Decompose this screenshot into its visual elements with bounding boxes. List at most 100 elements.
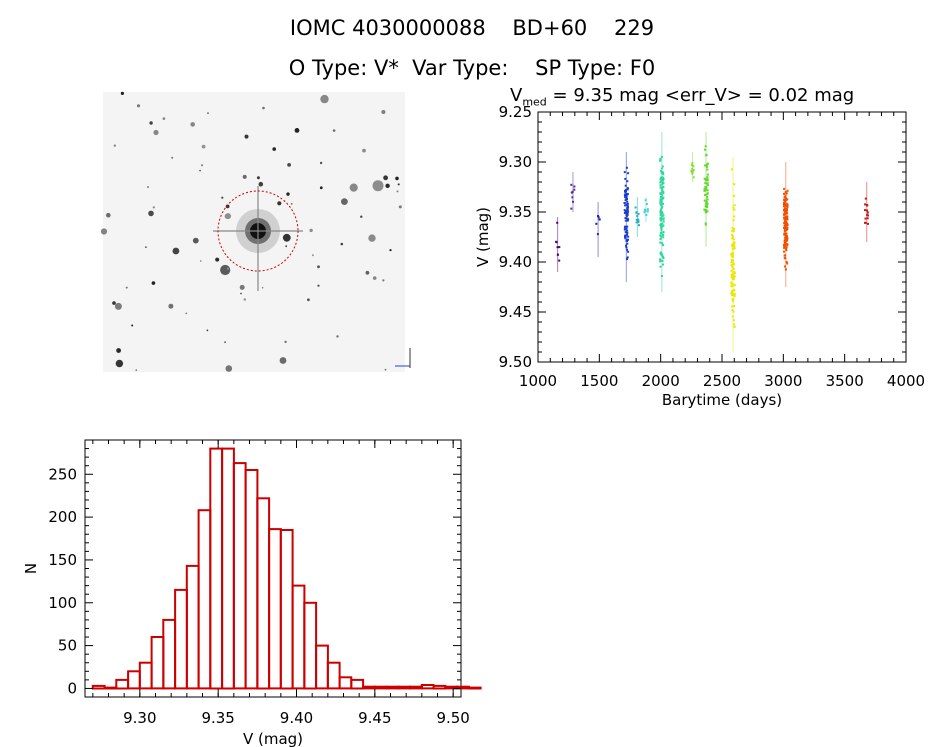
lc-data-point bbox=[662, 178, 665, 181]
lc-data-point bbox=[704, 194, 707, 196]
lc-data-point bbox=[732, 277, 735, 280]
star bbox=[372, 180, 384, 192]
lc-data-point bbox=[625, 213, 628, 216]
star bbox=[148, 210, 154, 217]
lc-data-point bbox=[627, 172, 630, 175]
lc-data-point bbox=[785, 249, 788, 252]
lc-data-point bbox=[786, 206, 789, 208]
lc-data-point bbox=[731, 245, 734, 248]
lc-data-point bbox=[662, 234, 665, 237]
lc-data-point bbox=[866, 211, 869, 214]
lc-data-point bbox=[864, 197, 867, 200]
lc-data-point bbox=[731, 233, 733, 236]
star bbox=[239, 284, 245, 290]
lc-data-point bbox=[626, 225, 629, 228]
lc-xtick-label: 2000 bbox=[642, 372, 680, 390]
star bbox=[381, 110, 386, 114]
lc-data-point bbox=[646, 210, 649, 213]
hist-bar bbox=[338, 676, 353, 690]
lc-ytick-label: 9.35 bbox=[499, 203, 532, 221]
lc-data-point bbox=[659, 211, 662, 214]
hist-bar bbox=[174, 588, 188, 690]
lc-data-point bbox=[659, 260, 662, 263]
lc-data-point bbox=[706, 198, 709, 201]
stats-text: Vmed = 9.35 mag <err_V> = 0.02 mag bbox=[510, 85, 854, 109]
lc-data-point bbox=[783, 245, 786, 248]
hist-ytick-label: 100 bbox=[48, 594, 77, 612]
lc-data-point bbox=[595, 222, 598, 225]
star bbox=[199, 169, 201, 172]
star bbox=[282, 233, 291, 242]
lc-data-point bbox=[659, 265, 662, 268]
lc-data-point bbox=[573, 185, 576, 188]
star bbox=[243, 298, 246, 301]
lc-data-point bbox=[659, 252, 662, 255]
lc-data-point bbox=[731, 298, 734, 301]
lc-data-point bbox=[786, 237, 789, 240]
lc-data-point bbox=[703, 199, 706, 202]
stats-v: V bbox=[510, 85, 523, 106]
lc-data-point bbox=[690, 170, 693, 173]
lc-data-point bbox=[730, 261, 733, 264]
lc-data-point bbox=[659, 181, 662, 184]
star bbox=[168, 303, 174, 309]
lc-data-point bbox=[660, 259, 663, 262]
lc-data-point bbox=[731, 227, 734, 229]
lc-ytick-label: 9.40 bbox=[499, 253, 532, 271]
lc-data-point bbox=[646, 208, 649, 211]
lc-data-point bbox=[783, 207, 786, 210]
lc-data-point bbox=[730, 281, 733, 284]
lc-data-point bbox=[703, 189, 706, 192]
lc-data-point bbox=[635, 211, 638, 214]
lc-xtick-label: 1000 bbox=[519, 372, 557, 390]
stats-v-sub: med bbox=[522, 95, 547, 109]
lc-data-point bbox=[731, 243, 734, 246]
lc-data-point bbox=[731, 305, 734, 308]
lc-data-point bbox=[731, 229, 734, 232]
star bbox=[317, 265, 320, 269]
lc-data-point bbox=[784, 202, 787, 205]
hist-bar bbox=[350, 678, 365, 690]
lc-data-point bbox=[661, 260, 664, 262]
lc-data-point bbox=[864, 217, 867, 220]
lc-xtick-label: 2500 bbox=[703, 372, 741, 390]
star bbox=[287, 163, 291, 167]
lc-data-point bbox=[624, 219, 627, 222]
lc-data-point bbox=[867, 222, 869, 225]
star bbox=[307, 298, 310, 302]
star bbox=[100, 228, 108, 235]
lc-data-point bbox=[626, 187, 629, 190]
lc-data-point bbox=[733, 263, 735, 266]
lc-data-point bbox=[733, 325, 736, 328]
lc-data-point bbox=[732, 247, 735, 250]
star bbox=[116, 348, 121, 353]
lc-data-point bbox=[659, 219, 662, 222]
lc-data-point bbox=[732, 238, 735, 241]
hist-xtick-label: 9.35 bbox=[201, 709, 234, 727]
lc-data-point bbox=[733, 284, 736, 287]
lc-data-point bbox=[660, 235, 662, 238]
lc-data-point bbox=[733, 183, 736, 186]
lc-data-point bbox=[783, 187, 786, 190]
lc-data-point bbox=[704, 148, 706, 151]
star bbox=[258, 181, 264, 187]
lc-data-point bbox=[659, 234, 662, 237]
lc-data-point bbox=[660, 227, 663, 230]
hist-plot-frame bbox=[84, 439, 462, 698]
lc-data-point bbox=[733, 271, 736, 274]
hist-xtick-label: 9.45 bbox=[358, 709, 391, 727]
lc-data-point bbox=[732, 242, 735, 245]
hist-bar bbox=[115, 678, 130, 690]
hist-bar bbox=[279, 529, 294, 690]
lc-data-point bbox=[626, 217, 629, 220]
lc-data-point bbox=[635, 221, 638, 224]
star bbox=[190, 122, 195, 127]
hist-bar bbox=[291, 584, 306, 690]
lc-data-point bbox=[784, 265, 786, 268]
lc-data-point bbox=[786, 189, 789, 192]
lc-data-point bbox=[624, 210, 627, 212]
star bbox=[131, 324, 134, 327]
lc-data-point bbox=[785, 227, 788, 230]
lc-ytick-label: 9.30 bbox=[499, 153, 532, 171]
